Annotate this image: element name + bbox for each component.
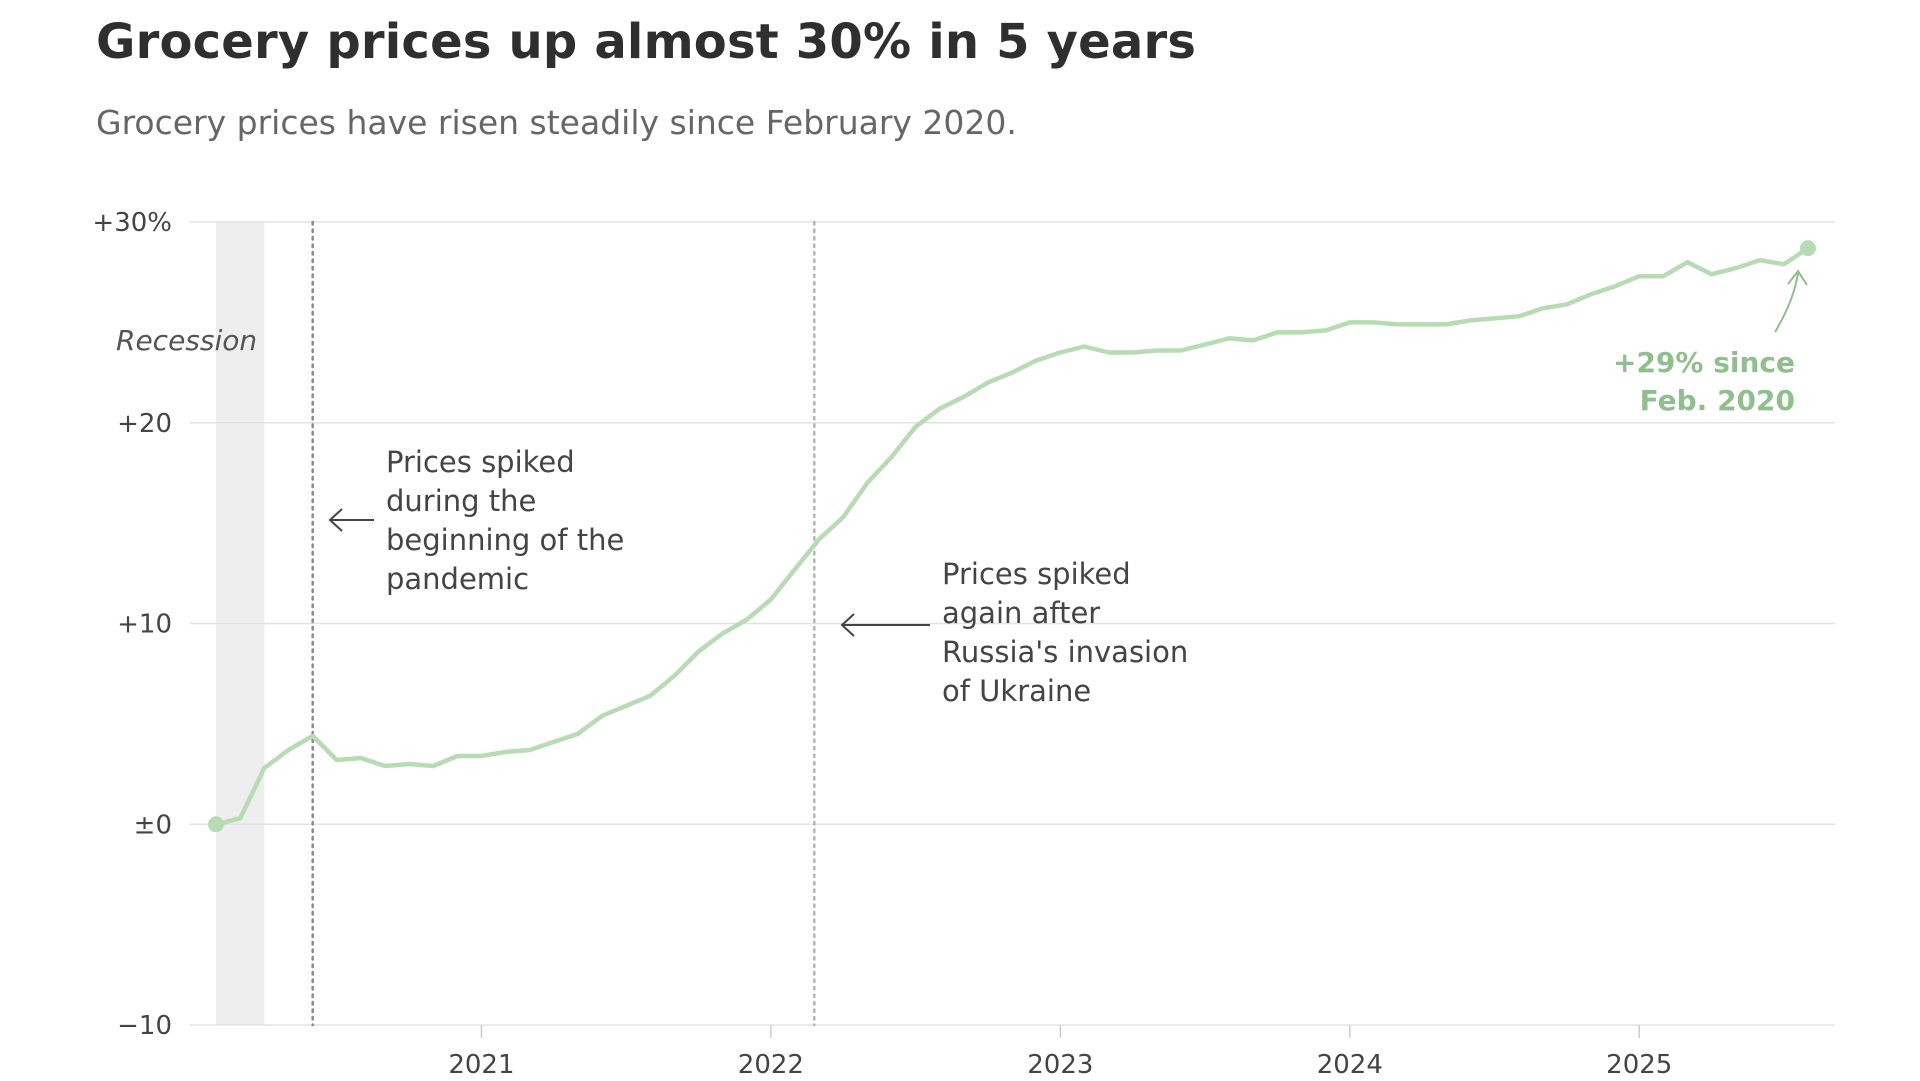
pandemic-annotation-line: Prices spiked [386, 445, 575, 479]
x-tick-label: 2022 [738, 1050, 804, 1080]
x-tick-label: 2025 [1606, 1050, 1672, 1080]
pandemic-arrow-head [328, 508, 343, 532]
y-tick-label: −10 [117, 1011, 172, 1041]
end-label-line: +29% since [1613, 346, 1795, 379]
ukraine-annotation-line: Russia's invasion [942, 635, 1188, 669]
y-tick-label: +30% [92, 208, 172, 238]
y-tick-label: +10 [117, 610, 172, 640]
pandemic-annotation-line: beginning of the [386, 523, 624, 557]
recession-label: Recession [116, 324, 257, 357]
ukraine-arrow-head [840, 613, 855, 637]
chart-title: Grocery prices up almost 30% in 5 years [96, 14, 1197, 70]
y-tick-label: ±0 [134, 810, 172, 840]
y-tick-label: +20 [117, 409, 172, 439]
ukraine-annotation-line: Prices spiked [942, 557, 1131, 591]
pandemic-annotation-line: during the [386, 484, 536, 518]
pandemic-annotation-line: pandemic [386, 562, 529, 596]
start-point [208, 816, 224, 833]
series-line [213, 245, 1811, 827]
x-tick-label: 2023 [1027, 1050, 1093, 1080]
end-point [1800, 240, 1816, 257]
end-label-arrow [1774, 272, 1799, 333]
end-label-line: Feb. 2020 [1640, 384, 1795, 417]
ukraine-annotation-line: again after [942, 596, 1100, 630]
x-tick-label: 2024 [1317, 1050, 1383, 1080]
chart-subtitle: Grocery prices have risen steadily since… [96, 103, 1017, 142]
x-tick-label: 2021 [448, 1050, 514, 1080]
end-label-arrow-head [1787, 269, 1808, 286]
ukraine-annotation-line: of Ukraine [942, 674, 1091, 708]
